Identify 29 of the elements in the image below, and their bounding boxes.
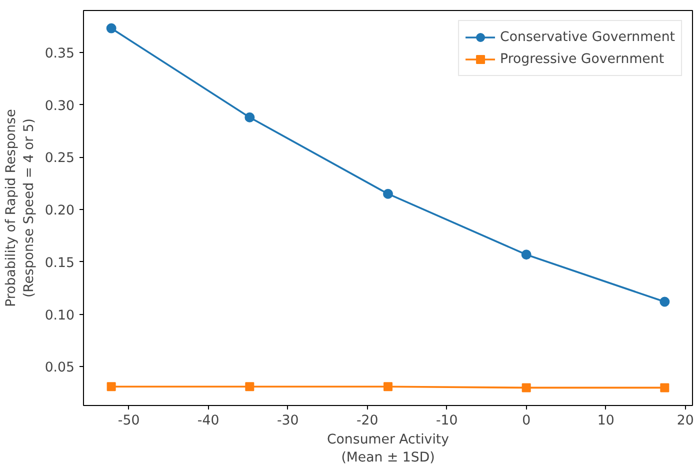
y-tick-label: 0.15	[44, 256, 75, 271]
y-tick-label: 0.25	[44, 151, 75, 166]
point	[383, 188, 393, 199]
point	[660, 383, 670, 392]
y-axis-title: Probability of Rapid Response (Response Speed = 4 or 5)	[4, 109, 37, 307]
x-axis-title: Consumer Activity (Mean ± 1SD)	[326, 432, 450, 466]
point	[106, 382, 116, 392]
y-tick-label: 0.35	[44, 46, 75, 62]
x-tick-label: 10	[597, 414, 614, 428]
y-tick-label: 0.10	[44, 308, 75, 324]
point	[384, 382, 392, 392]
point	[660, 296, 670, 307]
point	[244, 112, 255, 122]
point	[245, 382, 254, 392]
y-tick-label: 0.30	[44, 98, 75, 114]
point	[522, 383, 531, 392]
point	[106, 23, 116, 34]
y-tick-label: 0.20	[44, 204, 75, 219]
x-tick-label: -30	[276, 414, 299, 428]
legend-label: Conservative Government	[500, 30, 675, 44]
y-tick-label: 0.05	[44, 360, 75, 376]
x-tick-label: -50	[118, 414, 140, 428]
x-tick-label: -10	[436, 414, 458, 428]
x-tick-label: 0	[522, 414, 531, 428]
x-tick-label: -40	[197, 414, 220, 428]
point	[521, 250, 532, 260]
x-tick-label: 20	[676, 414, 694, 428]
legend-label: Progressive Government	[500, 52, 664, 66]
x-tick-label: -20	[356, 414, 378, 428]
